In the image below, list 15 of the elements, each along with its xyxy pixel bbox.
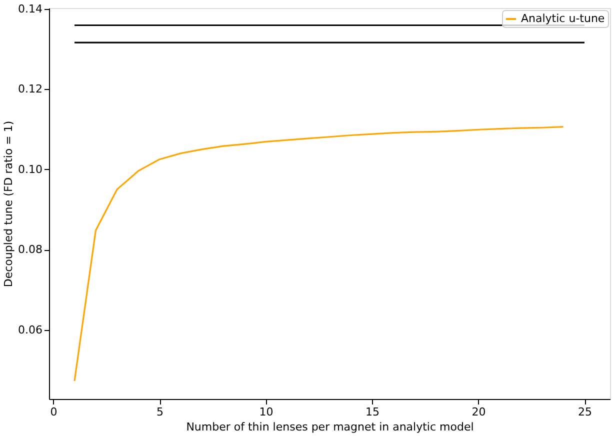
y-tick-label: 0.14 bbox=[18, 2, 42, 16]
y-tick-label: 0.12 bbox=[18, 82, 42, 96]
y-tick-label: 0.10 bbox=[18, 162, 42, 176]
legend-label: Analytic u-tune bbox=[521, 12, 605, 25]
line-series bbox=[74, 126, 564, 382]
x-tick-label: 15 bbox=[366, 406, 380, 418]
y-tick-label: 0.08 bbox=[18, 243, 42, 256]
x-tick-label: 10 bbox=[259, 406, 274, 418]
x-axis-title: Number of thin lenses per magnet in analytic model bbox=[186, 420, 474, 434]
y-tick-label: 0.06 bbox=[18, 323, 42, 336]
x-tick-label: 25 bbox=[578, 406, 592, 418]
x-tick-label: 5 bbox=[156, 406, 164, 418]
x-tick-label: 0 bbox=[50, 406, 58, 418]
y-axis-title: Decoupled tune (FD ratio = 1) bbox=[2, 120, 16, 288]
x-tick-label: 20 bbox=[472, 406, 486, 418]
